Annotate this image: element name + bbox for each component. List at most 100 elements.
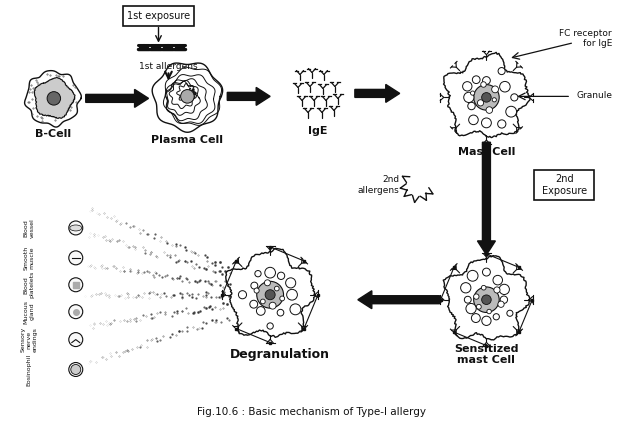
Circle shape [69,363,83,377]
Circle shape [69,251,83,265]
Circle shape [69,221,83,235]
Circle shape [500,81,510,92]
Circle shape [482,316,491,325]
Polygon shape [152,63,223,132]
Circle shape [481,285,486,290]
Text: 2nd
Exposure: 2nd Exposure [542,174,587,196]
Polygon shape [24,71,81,127]
Circle shape [265,280,270,286]
Circle shape [511,94,518,101]
Circle shape [466,303,476,314]
Circle shape [469,115,478,125]
FancyBboxPatch shape [123,6,195,26]
Circle shape [493,275,502,285]
Text: 1st exposure: 1st exposure [127,11,190,20]
Circle shape [482,92,491,102]
Polygon shape [355,84,400,102]
Circle shape [507,310,513,317]
Circle shape [476,304,481,309]
Text: Smooth
muscle: Smooth muscle [24,246,34,270]
Circle shape [464,92,474,103]
Circle shape [482,77,490,84]
Circle shape [255,271,261,277]
Text: Sensitized
mast Cell: Sensitized mast Cell [454,344,519,366]
Text: Eosinophil: Eosinophil [26,354,31,386]
Circle shape [498,120,506,128]
Circle shape [464,296,471,303]
Circle shape [269,302,276,309]
Text: B-Cell: B-Cell [35,129,71,139]
Polygon shape [85,89,149,107]
Circle shape [487,309,491,314]
Circle shape [472,76,480,83]
Text: Mucous
gland: Mucous gland [24,299,34,324]
Circle shape [482,268,490,276]
Circle shape [180,89,194,103]
Circle shape [493,314,499,320]
Text: 1st allergens: 1st allergens [139,62,198,71]
Circle shape [474,85,499,110]
Circle shape [506,106,517,117]
Circle shape [480,82,486,87]
Circle shape [461,282,471,293]
Circle shape [474,294,479,299]
Polygon shape [226,248,316,337]
Circle shape [254,288,259,293]
FancyBboxPatch shape [534,170,594,200]
Circle shape [250,300,258,308]
Circle shape [69,278,83,292]
Text: IgE: IgE [308,126,328,136]
Text: Granule: Granule [576,91,612,100]
Circle shape [468,102,475,110]
Text: Plasma Cell: Plasma Cell [152,135,223,145]
Polygon shape [444,52,530,138]
Circle shape [286,278,296,288]
Polygon shape [358,291,439,309]
Circle shape [471,314,480,322]
Text: Blood
vessel: Blood vessel [24,218,34,238]
Circle shape [256,307,265,315]
Circle shape [290,304,301,315]
Circle shape [492,86,499,93]
Circle shape [47,92,61,105]
Circle shape [498,68,505,75]
Polygon shape [477,142,495,255]
Circle shape [267,323,273,329]
Circle shape [462,82,472,91]
Ellipse shape [70,225,82,231]
Circle shape [498,301,504,307]
Text: 2nd
allergens: 2nd allergens [358,176,400,195]
Circle shape [492,98,496,102]
Text: Sensory
nerve
endings: Sensory nerve endings [21,327,37,352]
Circle shape [278,272,285,279]
Circle shape [474,287,499,313]
Text: Blood
platelets: Blood platelets [24,271,34,299]
Circle shape [71,365,80,374]
Circle shape [486,107,492,113]
Circle shape [280,296,285,301]
Circle shape [482,118,491,128]
Text: Degranulation: Degranulation [230,348,330,361]
Circle shape [69,305,83,319]
Text: FC receptor
for IgE: FC receptor for IgE [559,29,612,48]
Polygon shape [227,87,270,105]
Circle shape [500,296,507,303]
Circle shape [260,299,265,304]
Circle shape [477,100,484,106]
Circle shape [69,333,83,347]
Circle shape [265,268,275,278]
Circle shape [238,291,246,299]
Polygon shape [443,256,530,340]
Text: Fig.10.6 : Basic mechanism of Type-I allergy: Fig.10.6 : Basic mechanism of Type-I all… [198,407,426,417]
Circle shape [265,290,275,300]
Circle shape [482,295,491,305]
Circle shape [499,284,509,294]
Text: Mast Cell: Mast Cell [458,147,515,157]
Circle shape [467,271,478,281]
Circle shape [277,309,284,316]
Polygon shape [34,78,75,118]
Circle shape [256,281,283,308]
Circle shape [470,91,475,95]
Circle shape [251,282,258,289]
Circle shape [494,287,500,293]
